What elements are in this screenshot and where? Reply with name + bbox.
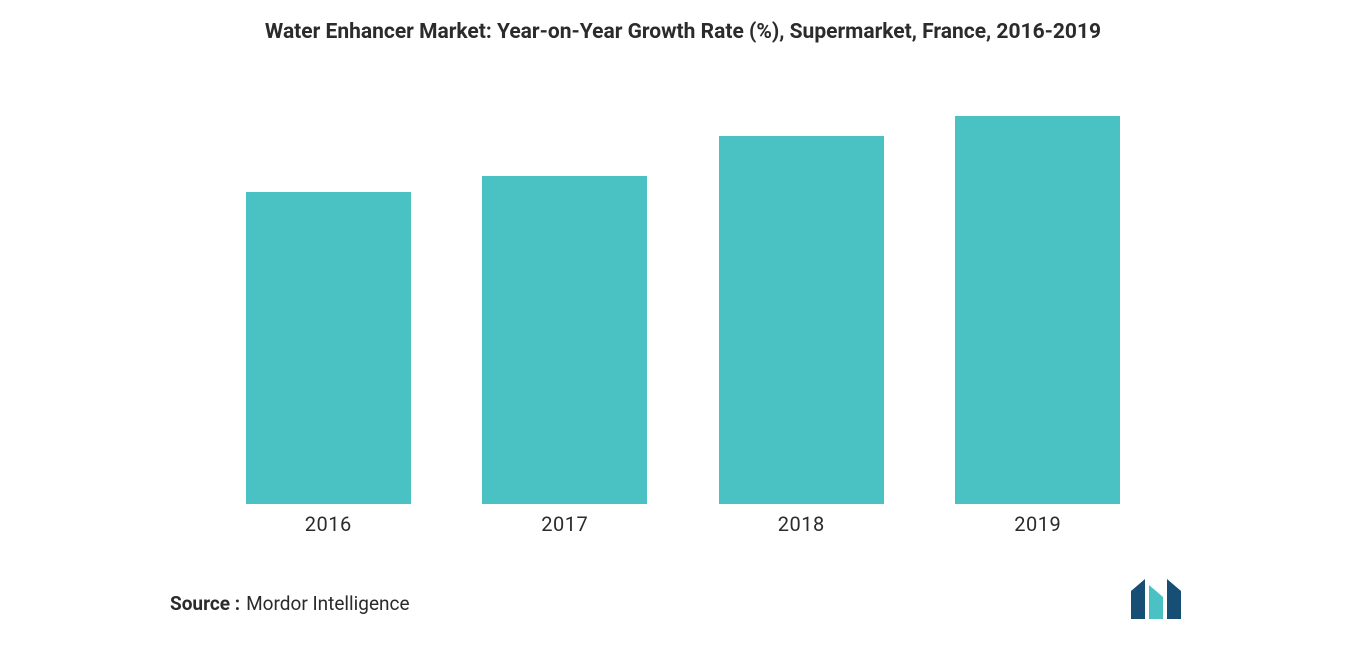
- source-footer: Source : Mordor Intelligence: [170, 592, 410, 615]
- mordor-logo-icon: [1129, 579, 1191, 623]
- bar-group: [683, 136, 920, 504]
- bar-2016: [246, 192, 411, 504]
- x-axis: 2016 2017 2018 2019: [170, 504, 1196, 536]
- logo-bar-3: [1167, 579, 1181, 619]
- logo-bar-1: [1131, 579, 1145, 619]
- bar-group: [210, 192, 447, 504]
- chart-title: Water Enhancer Market: Year-on-Year Grow…: [170, 20, 1196, 44]
- bar-group: [920, 116, 1157, 504]
- x-label: 2016: [210, 512, 447, 536]
- x-label: 2018: [683, 512, 920, 536]
- x-label: 2019: [920, 512, 1157, 536]
- source-value: Mordor Intelligence: [246, 592, 409, 615]
- chart-container: Water Enhancer Market: Year-on-Year Grow…: [0, 0, 1366, 655]
- x-label: 2017: [447, 512, 684, 536]
- bar-2018: [719, 136, 884, 504]
- logo-bar-2: [1149, 585, 1163, 619]
- plot-area: [170, 84, 1196, 504]
- source-label: Source :: [170, 592, 240, 615]
- bar-group: [447, 176, 684, 504]
- bar-2017: [482, 176, 647, 504]
- bar-2019: [955, 116, 1120, 504]
